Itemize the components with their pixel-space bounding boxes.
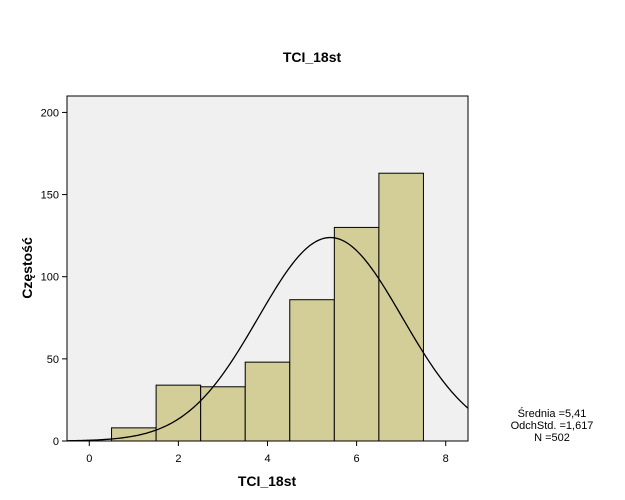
y-tick-label-200: 200 — [41, 107, 59, 119]
x-tick-label-4: 4 — [264, 453, 270, 465]
chart-title: TCI_18st — [283, 49, 342, 65]
histogram-bar-0 — [111, 427, 157, 442]
y-axis-label: Częstość — [19, 237, 35, 299]
histogram-bar-3 — [244, 361, 291, 442]
x-axis-label: TCI_18st — [238, 473, 297, 489]
x-tick-label-2: 2 — [175, 453, 181, 465]
statistics-legend: Średnia =5,41 OdchStd. =1,617 N =502 — [498, 408, 606, 444]
histogram-bar-6 — [378, 172, 424, 442]
histogram-bar-5 — [333, 226, 380, 442]
y-tick-label-100: 100 — [41, 272, 59, 284]
y-tick-label-150: 150 — [41, 190, 59, 202]
stat-std-dev: OdchStd. =1,617 — [510, 420, 594, 432]
x-tick-label-6: 6 — [354, 453, 360, 465]
x-tick-label-8: 8 — [443, 453, 449, 465]
histogram-bar-2 — [200, 386, 246, 442]
histogram-bar-4 — [289, 299, 335, 442]
stat-n: N =502 — [534, 432, 570, 444]
y-tick-label-0: 0 — [53, 436, 59, 448]
x-tick-label-0: 0 — [86, 453, 92, 465]
y-tick-label-50: 50 — [47, 354, 59, 366]
histogram-bar-1 — [155, 384, 202, 442]
stat-mean: Średnia =5,41 — [517, 408, 587, 420]
normal-distribution-curve — [66, 236, 469, 442]
